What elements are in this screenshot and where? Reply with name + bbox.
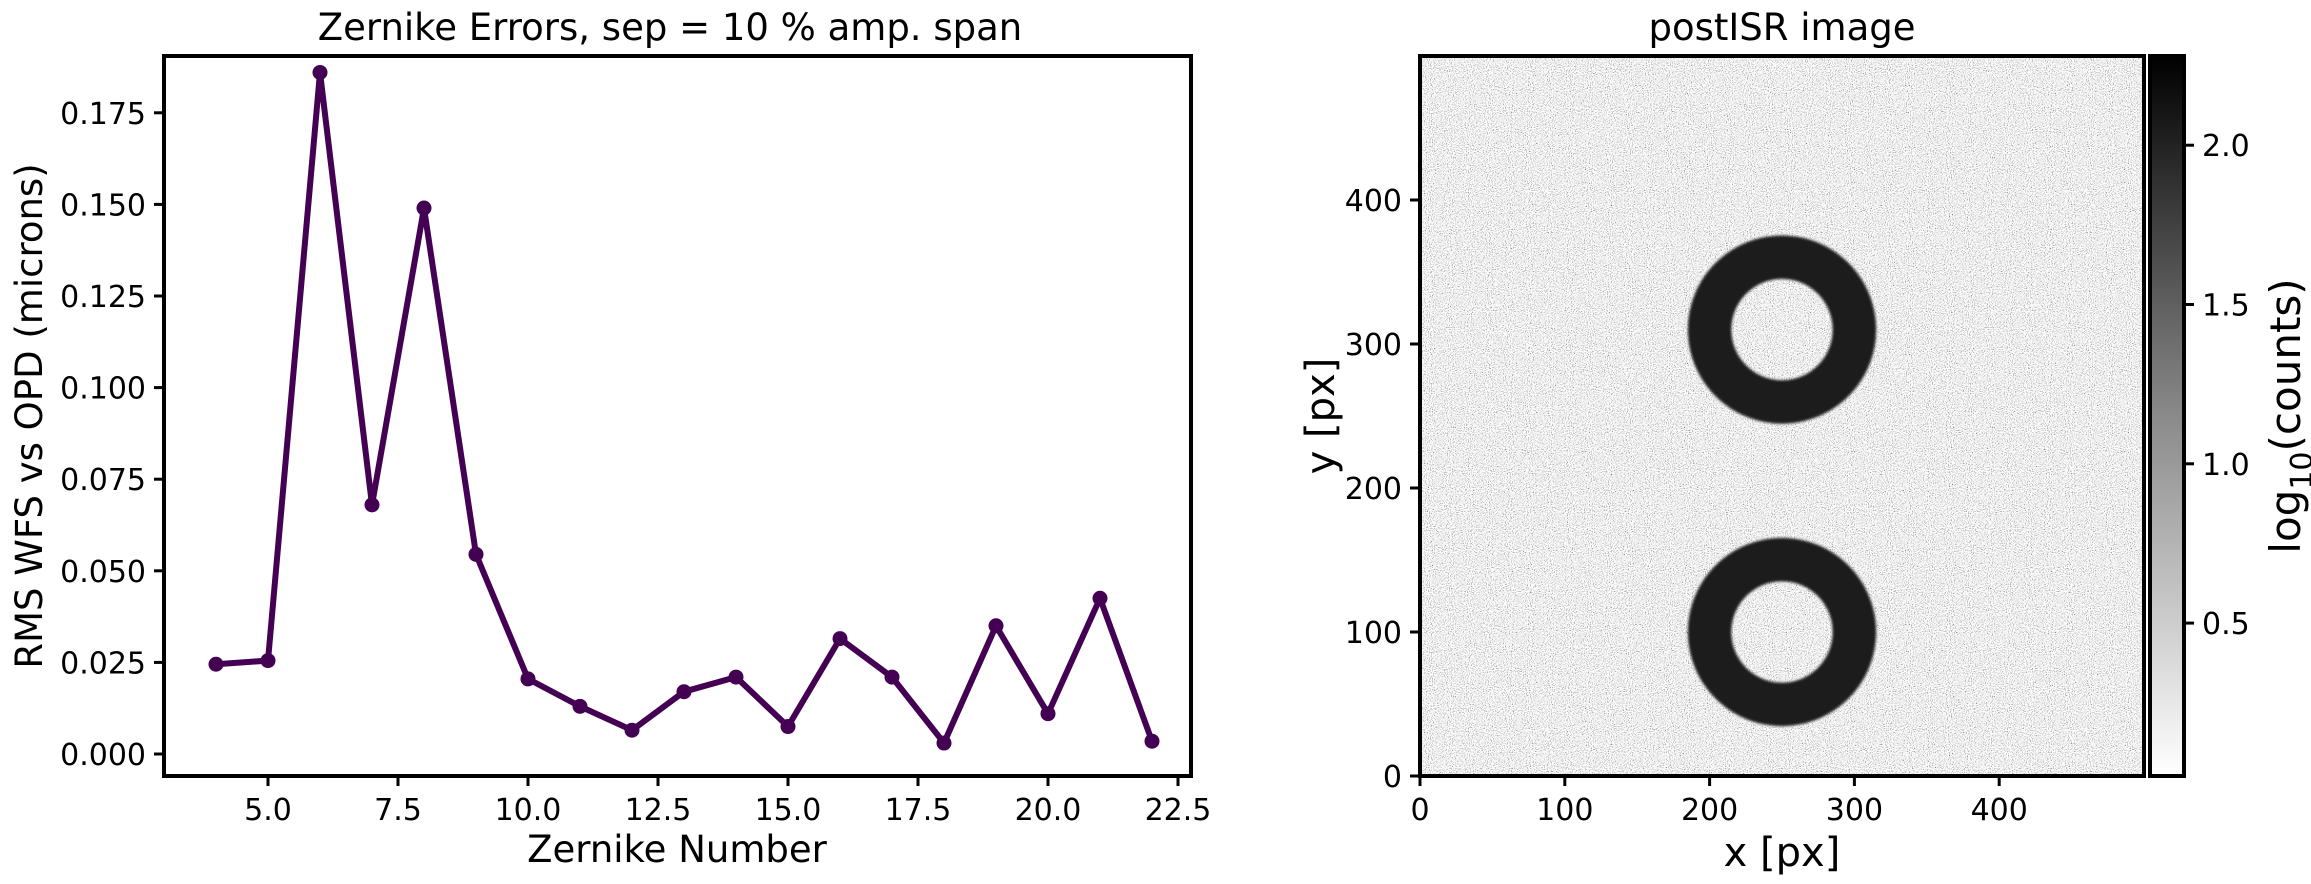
y-tick-label: 0.025 xyxy=(60,646,146,681)
image-x-ticks: 0 100 200 300 400 xyxy=(1410,776,2028,828)
y-tick-group: 0.000 0.025 0.050 0.075 0.100 0.125 0.150 0.175 xyxy=(60,97,164,773)
x-axis-label: Zernike Number xyxy=(527,828,827,871)
y-tick-label: 0.150 xyxy=(60,188,146,223)
image-x-tick-label: 400 xyxy=(1971,793,2028,828)
data-point xyxy=(988,618,1004,634)
x-tick-label: 12.5 xyxy=(625,793,692,828)
image-frame xyxy=(1418,54,2146,778)
colorbar-tick-label: 1.0 xyxy=(2202,448,2250,483)
data-point xyxy=(676,684,692,700)
image-x-axis-label: x [px] xyxy=(1724,830,1841,876)
plot-frame xyxy=(162,54,1193,778)
x-tick-group: 5.0 7.5 10.0 12.5 15.0 17.5 20.0 22.5 xyxy=(244,776,1211,828)
colorbar-tick-label: 2.0 xyxy=(2202,129,2250,164)
x-tick-label: 15.0 xyxy=(755,793,822,828)
image-title: postISR image xyxy=(1648,6,1915,49)
image-y-tick-label: 0 xyxy=(1383,760,1402,795)
data-point xyxy=(208,656,224,672)
data-point xyxy=(572,698,588,714)
data-point xyxy=(468,546,484,562)
x-tick-label: 5.0 xyxy=(244,793,292,828)
image-y-axis-label: y [px] xyxy=(1298,358,1344,475)
data-point xyxy=(260,653,276,669)
zernike-error-chart: Zernike Errors, sep = 10 % amp. span 0.0… xyxy=(8,6,1211,871)
series-markers xyxy=(208,64,1160,751)
data-point xyxy=(416,200,432,216)
x-tick-label: 7.5 xyxy=(374,793,422,828)
data-point xyxy=(728,669,744,685)
x-tick-label: 22.5 xyxy=(1145,793,1212,828)
data-point xyxy=(1144,733,1160,749)
data-point xyxy=(364,497,380,513)
donut-ring xyxy=(1687,235,1877,424)
postisr-image-panel: postISR image 0 100 200 300 400 0 100 200 300 40… xyxy=(1298,6,2311,876)
data-point xyxy=(780,719,796,735)
data-point xyxy=(936,735,952,751)
image-y-tick-label: 200 xyxy=(1345,472,1402,507)
image-area xyxy=(1420,56,2144,776)
series-line xyxy=(213,69,1155,746)
colorbar-ticks: 0.5 1.0 1.5 2.0 xyxy=(2184,129,2250,642)
image-x-tick-label: 100 xyxy=(1536,793,1593,828)
y-tick-label: 0.100 xyxy=(60,372,146,407)
image-x-tick-label: 0 xyxy=(1410,793,1429,828)
image-y-ticks: 0 100 200 300 400 xyxy=(1345,184,1420,795)
data-point xyxy=(520,671,536,687)
x-tick-label: 10.0 xyxy=(495,793,562,828)
donut-group xyxy=(1687,235,1877,727)
y-tick-label: 0.175 xyxy=(60,97,146,132)
image-y-tick-label: 100 xyxy=(1345,616,1402,651)
data-point xyxy=(1092,590,1108,606)
image-y-tick-label: 300 xyxy=(1345,328,1402,363)
data-point xyxy=(1040,706,1056,722)
image-x-tick-label: 300 xyxy=(1826,793,1883,828)
data-point xyxy=(624,722,640,738)
image-x-tick-label: 200 xyxy=(1681,793,1738,828)
x-tick-label: 17.5 xyxy=(885,793,952,828)
y-tick-label: 0.075 xyxy=(60,463,146,498)
chart-title: Zernike Errors, sep = 10 % amp. span xyxy=(318,6,1022,49)
data-point xyxy=(832,631,848,647)
image-y-tick-label: 400 xyxy=(1345,184,1402,219)
data-point xyxy=(312,64,328,80)
colorbar-label: log10(counts) xyxy=(2261,278,2311,553)
colorbar-tick-label: 1.5 xyxy=(2202,288,2250,323)
y-axis-label: RMS WFS vs OPD (microns) xyxy=(8,163,51,668)
y-tick-label: 0.125 xyxy=(60,280,146,315)
donut-ring xyxy=(1687,537,1877,727)
y-tick-label: 0.050 xyxy=(60,555,146,590)
y-tick-label: 0.000 xyxy=(60,738,146,773)
colorbar-tick-label: 0.5 xyxy=(2202,607,2250,642)
colorbar xyxy=(2148,54,2186,778)
x-tick-label: 20.0 xyxy=(1015,793,1082,828)
data-point xyxy=(884,669,900,685)
